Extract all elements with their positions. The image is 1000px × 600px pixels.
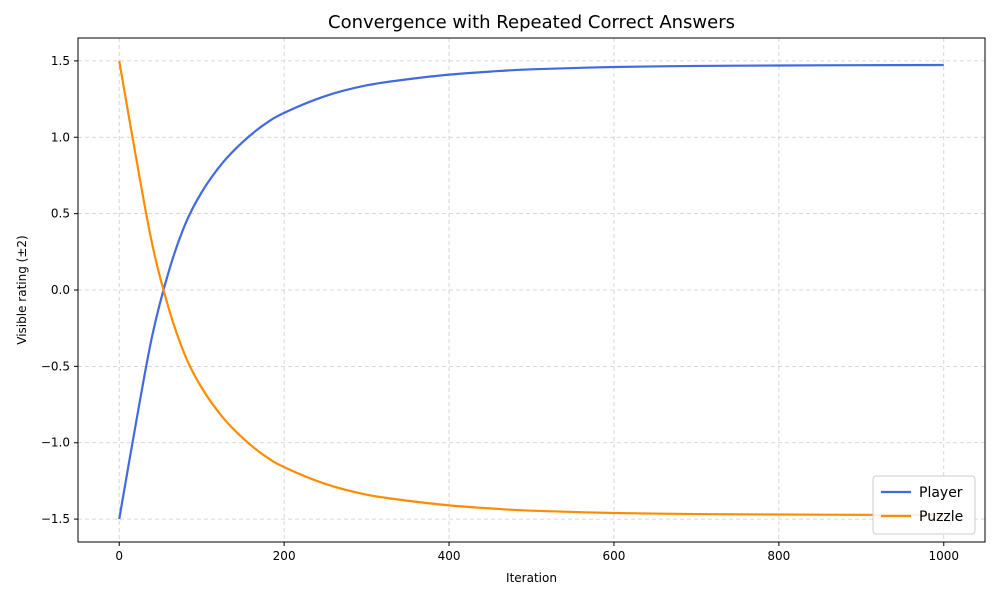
x-tick-label: 0: [115, 549, 123, 563]
legend-label-player: Player: [919, 485, 963, 501]
chart-title: Convergence with Repeated Correct Answer…: [328, 12, 735, 33]
y-tick-label: 0.5: [51, 207, 70, 221]
ticks-layer: 0 200 400 600 800 1000 −1.5 −1.0 −0.5 0.0 0.5 1.0 1.…: [41, 54, 959, 563]
grid-layer: [78, 38, 985, 542]
legend: Player Puzzle: [872, 475, 976, 535]
x-tick-label: 600: [603, 549, 626, 563]
y-axis-title: Visible rating (±2): [15, 235, 29, 344]
legend-box: [872, 475, 976, 535]
x-tick-label: 800: [767, 549, 790, 563]
y-tick-label: 0.0: [51, 283, 70, 297]
y-tick-label: −1.0: [41, 436, 70, 450]
x-tick-label: 200: [273, 549, 296, 563]
x-tick-label: 1000: [928, 549, 959, 563]
series-line-player: [118, 63, 944, 520]
y-tick-label: −0.5: [41, 359, 70, 373]
y-tick-label: 1.0: [51, 130, 70, 144]
legend-label-puzzle: Puzzle: [919, 509, 963, 525]
series-line-puzzle: [118, 60, 944, 517]
series-layer: [118, 60, 944, 520]
x-axis-title: Iteration: [506, 571, 557, 585]
y-tick-label: 1.5: [51, 54, 70, 68]
x-tick-label: 400: [438, 549, 461, 563]
y-tick-label: −1.5: [41, 512, 70, 526]
